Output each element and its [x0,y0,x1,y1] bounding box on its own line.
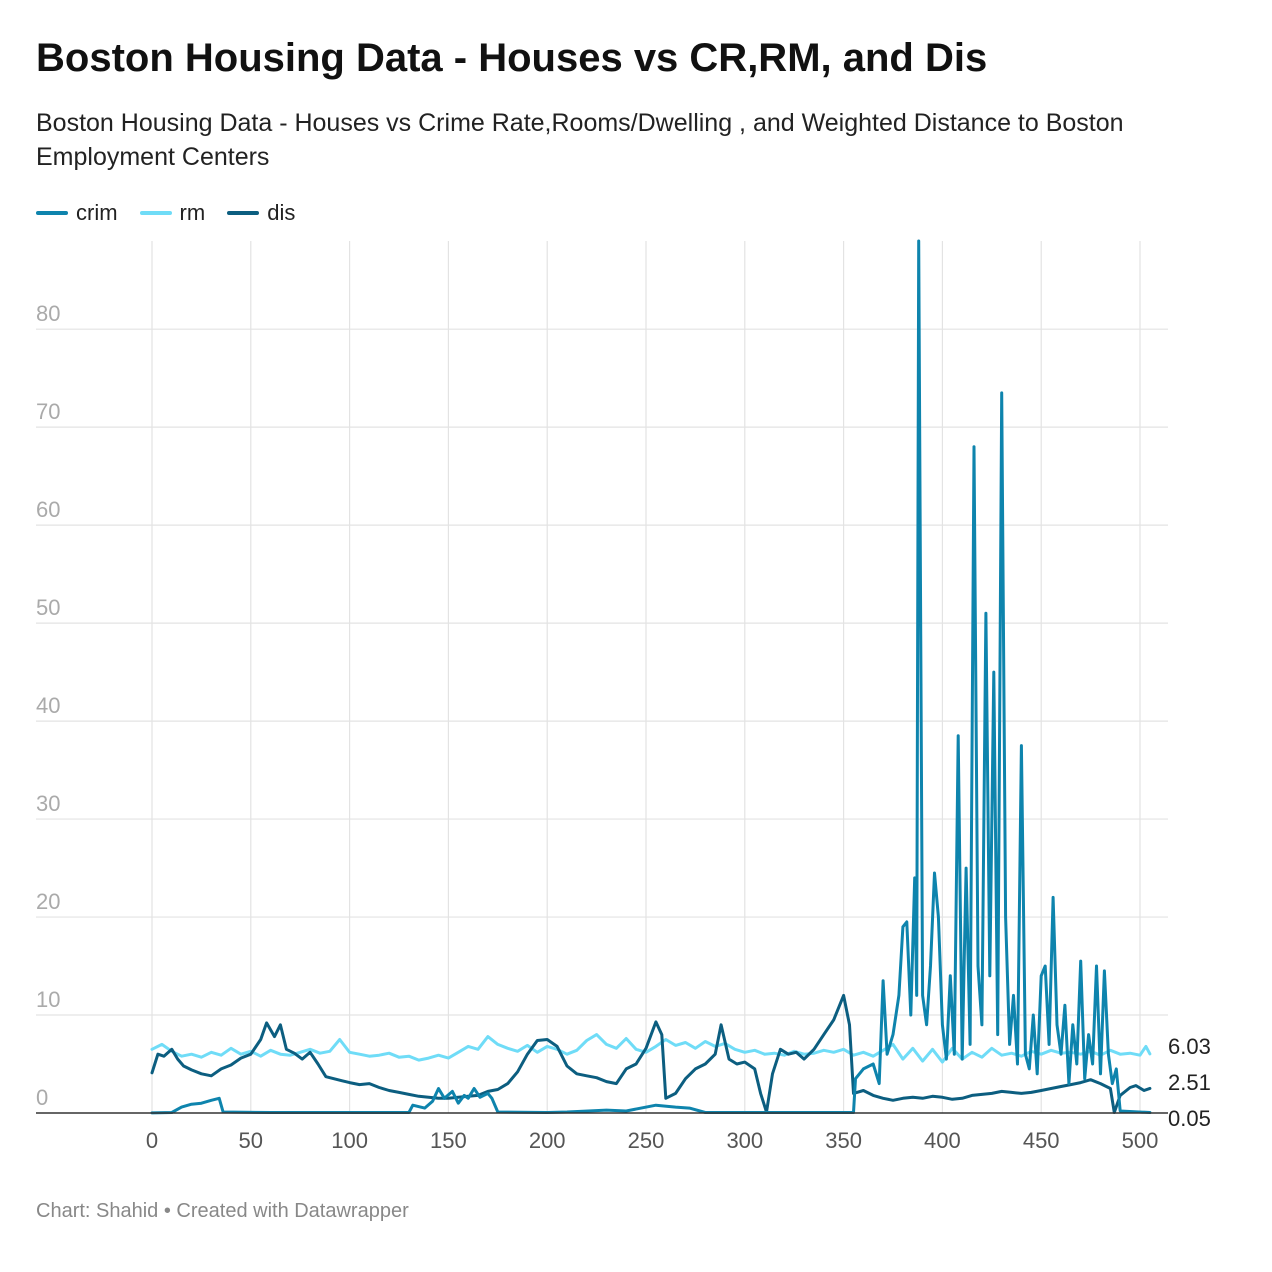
series-line-rm [150,1033,1152,1064]
legend-item-rm: rm [139,200,206,226]
legend-label-crim: crim [76,200,118,225]
end-label-0: 6.03 [1168,1034,1211,1059]
x-tick-label-100: 100 [331,1128,368,1153]
y-tick-label-0: 0 [36,1085,48,1110]
series-line-dis [150,993,1152,1114]
x-tick-label-350: 350 [825,1128,862,1153]
y-tick-label-10: 10 [36,987,60,1012]
series-line-crim [150,239,1152,1115]
y-tick-label-60: 60 [36,497,60,522]
legend-item-crim: crim [36,200,118,226]
x-tick-label-400: 400 [924,1128,961,1153]
chart-title: Boston Housing Data - Houses vs CR,RM, a… [36,36,988,80]
legend-item-dis: dis [227,200,295,226]
x-tick-label-250: 250 [628,1128,665,1153]
legend-label-rm: rm [179,200,206,225]
x-tick-label-500: 500 [1122,1128,1159,1153]
y-tick-label-30: 30 [36,791,60,816]
x-tick-label-200: 200 [529,1128,566,1153]
y-tick-label-50: 50 [36,595,60,620]
legend-label-dis: dis [267,200,296,225]
y-tick-label-70: 70 [36,399,60,424]
legend-swatch-dis [227,211,260,215]
y-tick-label-80: 80 [36,301,60,326]
x-tick-label-450: 450 [1023,1128,1060,1153]
x-tick-label-150: 150 [430,1128,467,1153]
y-tick-label-20: 20 [36,889,60,914]
legend-swatch-rm [139,211,172,215]
x-tick-label-0: 0 [146,1128,158,1153]
end-label-1: 2.51 [1168,1070,1211,1095]
legend: crim rm dis [36,200,295,226]
y-tick-label-40: 40 [36,693,60,718]
x-tick-label-300: 300 [726,1128,763,1153]
x-tick-label-50: 50 [239,1128,263,1153]
legend-swatch-crim [36,211,68,215]
chart-subtitle: Boston Housing Data - Houses vs Crime Ra… [36,109,1124,171]
end-label-2: 0.05 [1168,1106,1211,1131]
chart-footer: Chart: Shahid • Created with Datawrapper [36,1200,409,1222]
